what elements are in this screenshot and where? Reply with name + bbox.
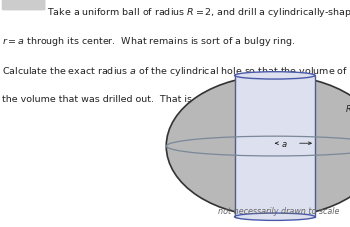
Ellipse shape <box>234 72 315 80</box>
Text: $a$: $a$ <box>281 139 287 148</box>
FancyBboxPatch shape <box>2 0 46 11</box>
Text: the volume that was drilled out.  That is, the bulgy ring is half the volume of : the volume that was drilled out. That is… <box>2 94 350 103</box>
Text: $r = a$ through its center.  What remains is sort of a bulgy ring.: $r = a$ through its center. What remains… <box>2 35 295 48</box>
Circle shape <box>166 76 350 217</box>
Text: $R=2$: $R=2$ <box>345 102 350 113</box>
Text: not necessarily drawn to scale: not necessarily drawn to scale <box>218 206 339 215</box>
Ellipse shape <box>234 213 315 220</box>
Bar <box>234 76 315 217</box>
Text: Take a uniform ball of radius $R = 2$, and drill a cylindrically-shaped hole of : Take a uniform ball of radius $R = 2$, a… <box>47 6 350 19</box>
Text: Calculate the exact radius $a$ of the cylindrical hole so that the volume of the: Calculate the exact radius $a$ of the cy… <box>2 65 350 78</box>
